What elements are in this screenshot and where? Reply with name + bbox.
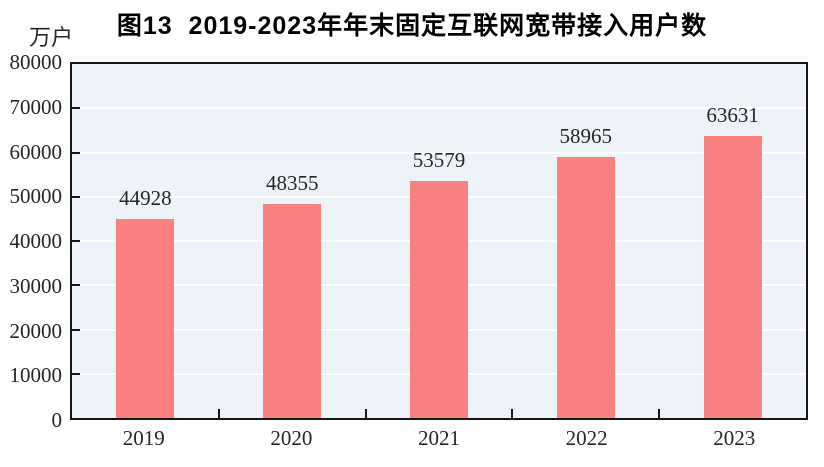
y-tick-mark (72, 240, 80, 242)
bar (703, 136, 762, 418)
y-tick-mark (72, 151, 80, 154)
x-tick-label: 2019 (122, 426, 165, 450)
bar-value-label: 44928 (119, 186, 172, 211)
y-tick-label: 40000 (9, 229, 63, 253)
y-tick-mark (72, 195, 80, 198)
y-tick-label: 20000 (9, 318, 63, 343)
x-tick-mark (217, 409, 220, 418)
y-tick-mark (72, 372, 80, 375)
y-tick-mark (72, 284, 80, 287)
bar (263, 204, 322, 418)
y-axis-unit-label: 万户 (29, 25, 74, 50)
x-tick-label: 2020 (270, 426, 313, 450)
y-tick-mark (72, 328, 80, 331)
bar-value-label: 58965 (559, 124, 613, 149)
gridline (72, 107, 806, 110)
y-tick-label: 0 (51, 408, 63, 432)
gridline (72, 151, 806, 154)
x-tick-label: 2021 (418, 426, 460, 450)
y-tick-label: 30000 (9, 273, 63, 298)
bar-value-label: 48355 (265, 171, 319, 196)
x-tick-label: 2023 (713, 426, 756, 450)
x-tick-mark (364, 409, 367, 418)
chart-title: 图13 2019-2023年年末固定互联网宽带接入用户数 (116, 12, 708, 40)
bar-value-label: 53579 (412, 147, 466, 172)
x-tick-label: 2022 (565, 426, 608, 450)
y-tick-label: 10000 (9, 363, 63, 388)
bar (410, 180, 468, 418)
bar-value-label: 63631 (706, 103, 759, 128)
y-tick-label: 70000 (9, 94, 63, 119)
plot-area: 44928 48355 53579 58965 63631 (70, 62, 808, 420)
y-tick-mark (72, 107, 80, 110)
y-tick-label: 80000 (9, 50, 63, 74)
x-tick-mark (511, 409, 514, 418)
y-tick-label: 60000 (9, 139, 63, 164)
bar (556, 157, 615, 418)
bar (116, 219, 175, 418)
y-tick-label: 50000 (9, 184, 63, 209)
x-tick-mark (658, 409, 661, 418)
